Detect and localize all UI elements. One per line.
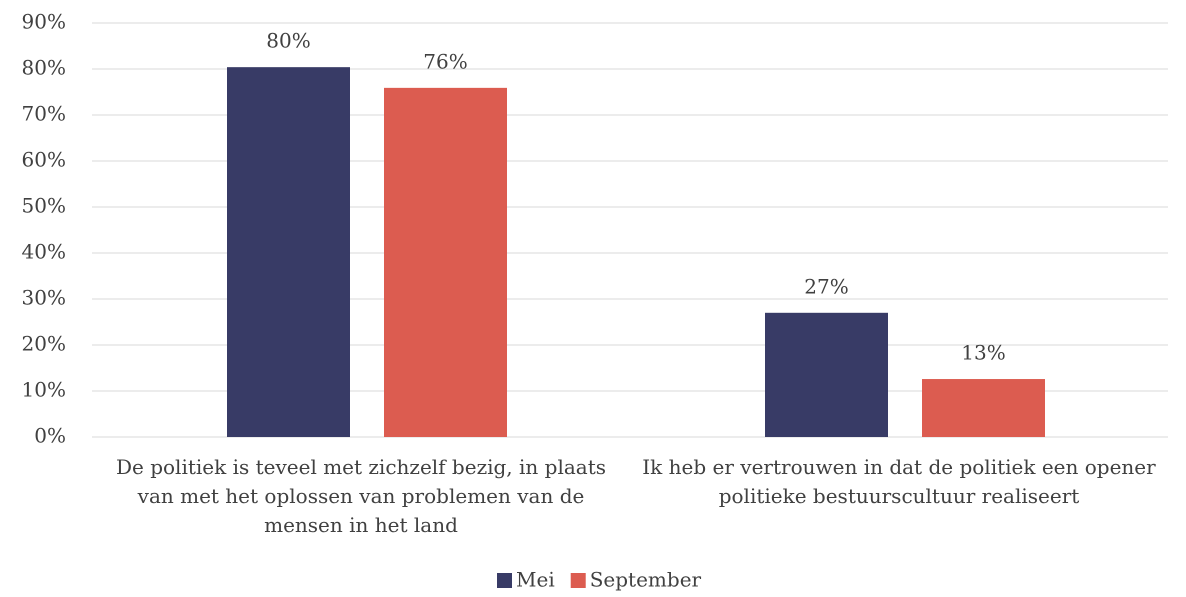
- data-label: 27%: [804, 274, 848, 298]
- y-tick-label: 10%: [22, 378, 66, 402]
- data-label: 13%: [961, 341, 1005, 365]
- legend-swatch: [497, 573, 512, 588]
- y-tick-label: 70%: [22, 102, 66, 126]
- x-tick-label: Ik heb er vertrouwen in dat de politiek …: [642, 455, 1156, 508]
- y-tick-label: 50%: [22, 194, 66, 218]
- bar: [922, 379, 1045, 437]
- data-label: 76%: [423, 49, 467, 73]
- y-tick-label: 0%: [34, 424, 66, 448]
- bar: [227, 67, 350, 437]
- y-tick-label: 90%: [22, 10, 66, 34]
- bar: [384, 87, 507, 438]
- legend-swatch: [570, 573, 586, 588]
- y-tick-label: 20%: [22, 332, 66, 356]
- y-tick-label: 40%: [22, 240, 66, 264]
- legend-label: Mei: [516, 568, 555, 592]
- data-label: 80%: [266, 29, 310, 53]
- y-tick-label: 80%: [22, 56, 66, 80]
- bar: [765, 312, 888, 437]
- y-tick-label: 60%: [22, 148, 66, 172]
- y-tick-label: 30%: [22, 286, 66, 310]
- legend-label: September: [590, 568, 702, 592]
- x-tick-label: De politiek is teveel met zichzelf bezig…: [115, 455, 607, 537]
